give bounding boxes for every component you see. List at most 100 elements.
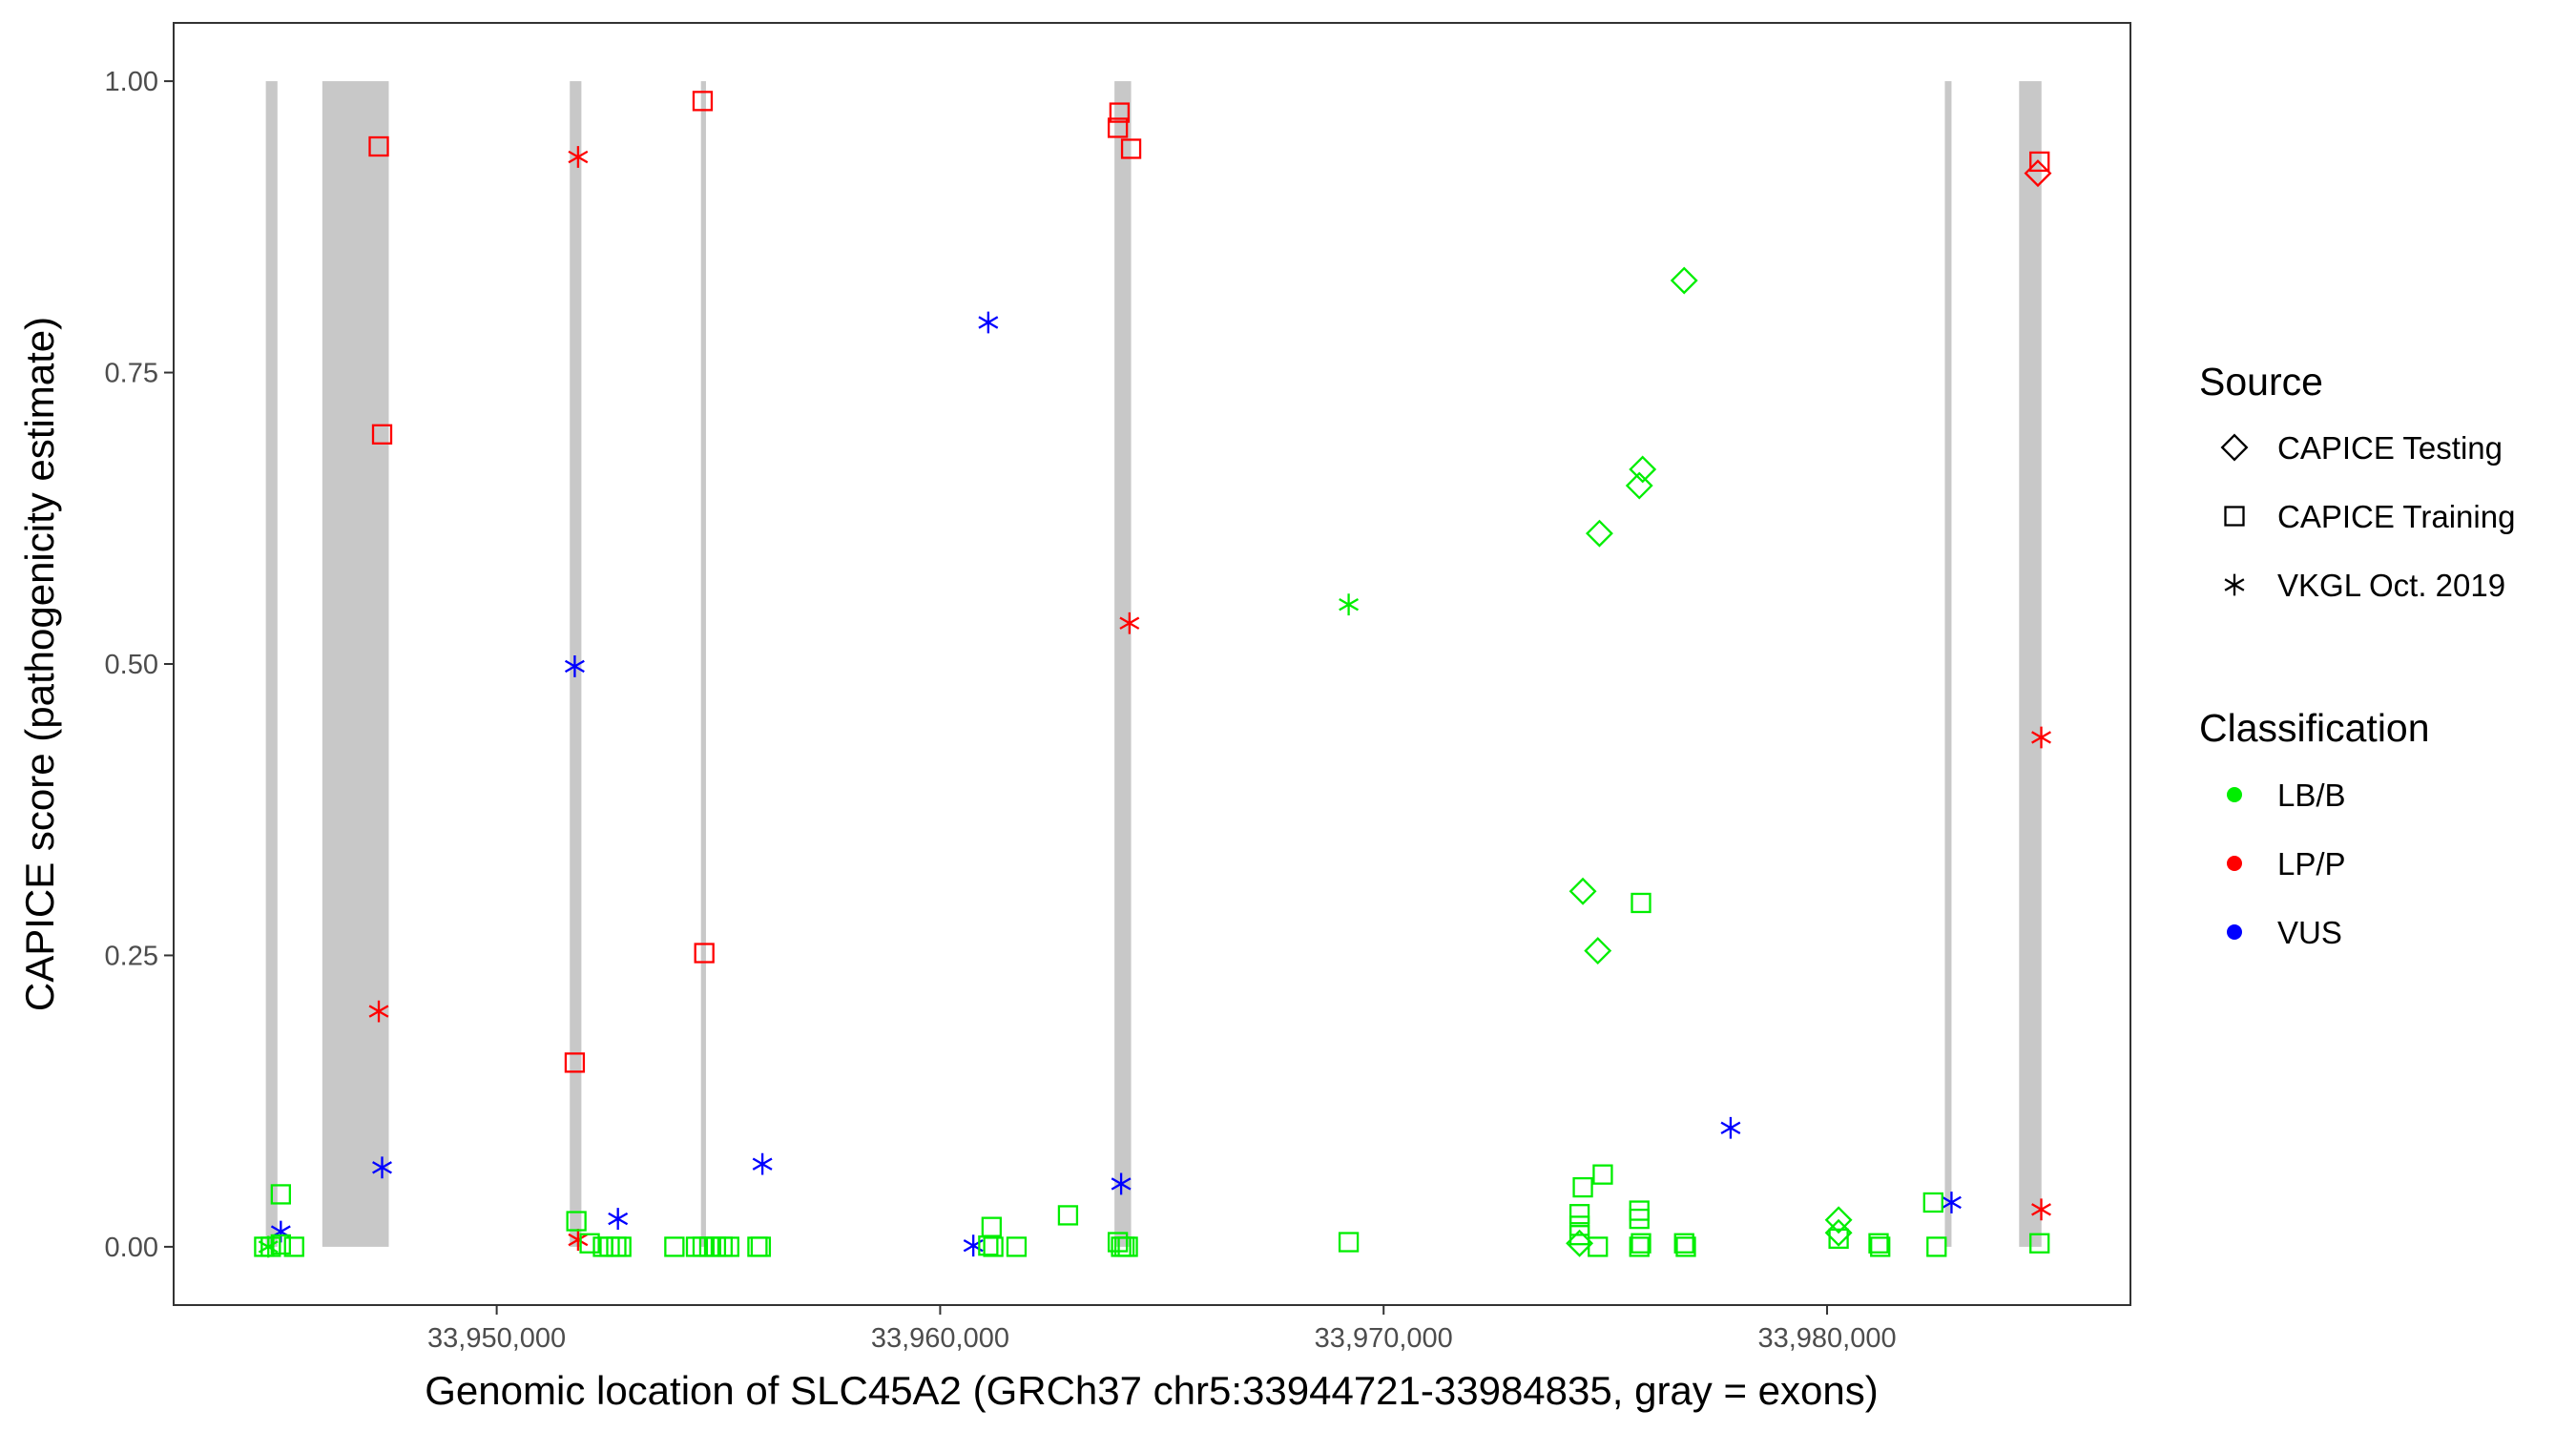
y-tick-label: 0.25 (105, 941, 158, 971)
legend-source-items: CAPICE Testing CAPICE Training VKGL Oct. 2… (2220, 430, 2515, 603)
y-tick-label: 0.50 (105, 650, 158, 680)
axes: 33,950,000 33,960,000 33,970,000 33,980,000… (105, 67, 1897, 1354)
data-point-asterisk-lpp (568, 146, 589, 168)
data-point-square-lpp (1120, 138, 1142, 159)
y-tick-label: 0.75 (105, 359, 158, 389)
data-point-asterisk-vus (978, 311, 999, 334)
data-point-asterisk-lpp (368, 1000, 389, 1023)
data-point-square-lbb (718, 1236, 739, 1257)
data-point-square-lbb (1922, 1192, 1943, 1213)
data-point-asterisk-vus (1720, 1116, 1741, 1139)
legend: Source CAPICE Testing CAPICE Training VKGL… (2199, 360, 2515, 950)
data-point-square-lbb (664, 1236, 685, 1257)
data-point-square-lbb (611, 1236, 632, 1257)
data-point-diamond-lbb (1568, 877, 1597, 905)
legend-diamond-icon (2220, 433, 2249, 462)
legend-source-label: CAPICE Testing (2277, 430, 2503, 466)
data-point-square-lbb (579, 1233, 600, 1254)
data-point-square-lbb (2029, 1233, 2050, 1254)
plot-panel-border (173, 22, 2131, 1306)
data-point-square-lbb (1926, 1236, 1947, 1257)
data-point-asterisk-vus (752, 1152, 773, 1175)
data-point-square-lbb (712, 1236, 733, 1257)
data-point-square-lbb (1828, 1228, 1849, 1250)
data-point-diamond-lbb (1585, 519, 1613, 548)
data-point-square-lpp (371, 424, 393, 445)
data-point-asterisk-vus (608, 1208, 629, 1230)
data-point-asterisk-vus (1942, 1192, 1962, 1213)
data-point-square-lpp (694, 943, 715, 964)
exon-band (1114, 81, 1132, 1247)
data-point-square-lbb (1568, 1204, 1590, 1225)
data-point-square-lpp (1109, 102, 1131, 123)
data-point-square-lbb (1673, 1233, 1694, 1254)
data-point-diamond-lbb (1584, 937, 1612, 965)
data-point-square-lbb (1572, 1176, 1593, 1198)
data-point-square-lpp (2029, 151, 2050, 173)
data-point-square-lbb (1629, 1208, 1650, 1230)
data-point-square-lpp (692, 91, 714, 112)
y-axis-title: CAPICE score (pathogenicity estimate) (17, 317, 62, 1011)
data-point-square-lbb (978, 1235, 999, 1256)
x-tick-label: 33,960,000 (871, 1323, 1009, 1354)
data-point-square-lbb (750, 1236, 772, 1257)
legend-color-dot-icon (2227, 856, 2242, 871)
data-point-square-lbb (1117, 1236, 1138, 1257)
data-point-square-lbb (566, 1211, 587, 1232)
data-point-diamond-lbb (1670, 266, 1698, 295)
x-axis-title: Genomic location of SLC45A2 (GRCh37 chr5… (425, 1368, 1878, 1413)
data-point-square-lbb (983, 1236, 1004, 1257)
data-point-square-lbb (1868, 1233, 1889, 1254)
y-tick-label: 1.00 (105, 67, 158, 97)
legend-source-label: VKGL Oct. 2019 (2277, 568, 2505, 603)
legend-classification-label: LB/B (2277, 778, 2346, 813)
data-point-square-lbb (599, 1236, 620, 1257)
legend-classification-title: Classification (2199, 706, 2430, 750)
data-point-square-lbb (981, 1216, 1002, 1237)
data-point-square-lbb (1568, 1225, 1590, 1246)
data-point-square-lpp (1107, 117, 1129, 138)
data-point-square-lbb (270, 1234, 291, 1255)
legend-square-icon (2224, 506, 2245, 527)
data-point-square-lbb (283, 1236, 304, 1257)
legend-color-dot-icon (2227, 787, 2242, 802)
exon-band (2019, 81, 2042, 1247)
x-tick-label: 33,970,000 (1315, 1323, 1453, 1354)
data-point-diamond-lpp (2024, 159, 2052, 188)
data-point-square-lpp (564, 1052, 586, 1073)
data-point-square-lbb (1588, 1236, 1609, 1257)
data-point-square-lbb (1675, 1236, 1696, 1257)
exon-band (1944, 81, 1952, 1247)
data-point-square-lbb (270, 1184, 291, 1205)
data-point-square-lbb (1338, 1232, 1360, 1253)
data-point-square-lbb (1057, 1205, 1079, 1226)
data-point-square-lbb (1870, 1236, 1891, 1257)
legend-classification-label: LP/P (2277, 846, 2346, 881)
legend-asterisk-icon (2224, 573, 2245, 596)
x-tick-label: 33,980,000 (1757, 1323, 1896, 1354)
data-point-square-lbb (1006, 1236, 1028, 1257)
data-point-asterisk-vus (1111, 1172, 1132, 1195)
data-point-diamond-lbb (1625, 471, 1653, 500)
exon-band (265, 81, 278, 1247)
data-points (254, 91, 2052, 1258)
data-point-square-lbb (1629, 1236, 1650, 1257)
legend-classification-items: LB/B LP/P VUS (2227, 778, 2346, 950)
data-point-diamond-lbb (1629, 455, 1657, 484)
legend-classification-label: VUS (2277, 915, 2342, 950)
data-point-square-lbb (1592, 1164, 1613, 1185)
legend-source-label: CAPICE Training (2277, 499, 2515, 534)
data-point-square-lbb (606, 1236, 627, 1257)
data-point-asterisk-lpp (2031, 726, 2051, 749)
legend-source-title: Source (2199, 360, 2323, 404)
data-point-asterisk-lbb (1339, 593, 1360, 616)
data-point-asterisk-lpp (1119, 612, 1140, 634)
exon-band (700, 81, 706, 1247)
data-point-square-lbb (705, 1236, 727, 1257)
data-point-asterisk-lpp (568, 1229, 589, 1251)
x-tick-label: 33,950,000 (427, 1323, 566, 1354)
data-point-asterisk-vus (372, 1156, 392, 1179)
data-point-square-lbb (1631, 1233, 1652, 1254)
legend-color-dot-icon (2227, 924, 2242, 940)
